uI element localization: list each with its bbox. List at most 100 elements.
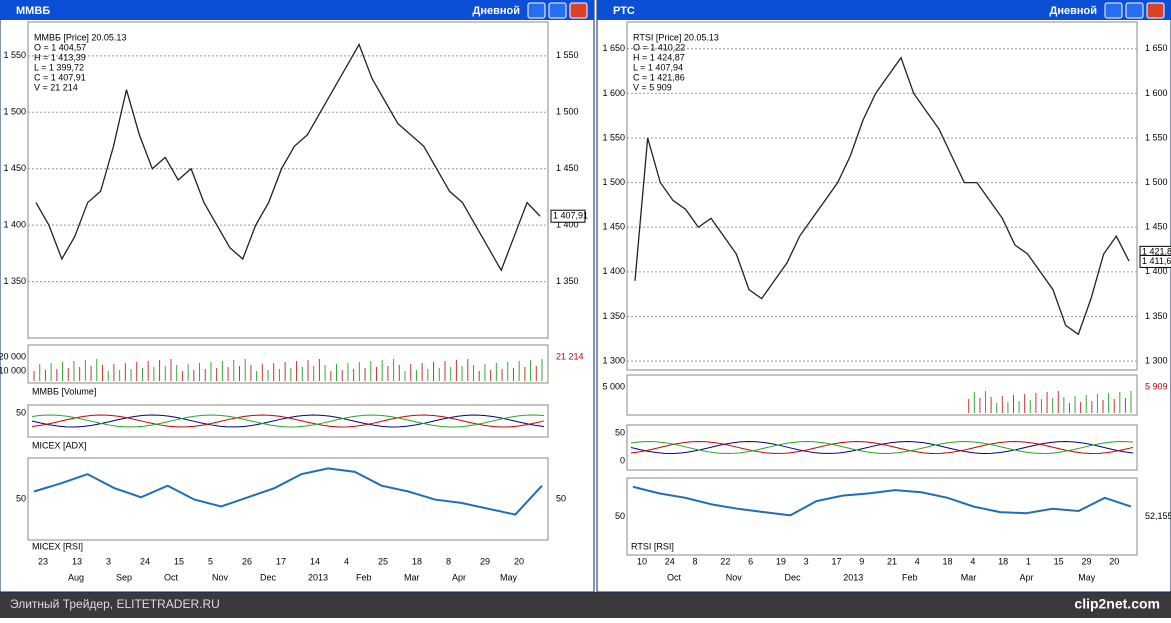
date-label: 17 <box>276 556 286 566</box>
last-price-label: 1 421,86 <box>1142 247 1171 257</box>
month-label: Sep <box>116 572 132 582</box>
y-tick-label: 1 350 <box>3 276 26 286</box>
footer-left: Элитный Трейдер, ELITETRADER.RU <box>10 597 220 611</box>
rsi-tick: 50 <box>615 511 625 521</box>
y-tick-label: 1 300 <box>602 355 625 365</box>
month-label: Nov <box>726 572 743 582</box>
ohlc-info: H = 1 413,39 <box>34 52 86 62</box>
last-price-label: 1 411,67 <box>1142 256 1171 266</box>
ohlc-info: O = 1 410,22 <box>633 42 685 52</box>
ohlc-info: RTSI [Price] 20.05.13 <box>633 32 719 42</box>
y-tick-label: 1 400 <box>602 266 625 276</box>
y-tick-label: 1 450 <box>602 222 625 232</box>
y-tick-label-right: 1 600 <box>1145 88 1168 98</box>
panel <box>626 374 1138 416</box>
volume-tick: 10 000 <box>0 365 26 375</box>
month-label: Mar <box>404 572 420 582</box>
y-tick-label-right: 1 550 <box>556 50 579 60</box>
y-tick-label: 1 650 <box>602 43 625 53</box>
month-label: Apr <box>1020 572 1034 582</box>
date-label: 20 <box>514 556 524 566</box>
y-tick-label-right: 1 400 <box>1145 266 1168 276</box>
date-label: 17 <box>831 556 841 566</box>
date-label: 23 <box>38 556 48 566</box>
adx-tick: 0 <box>620 455 625 465</box>
window-title: РТС <box>613 5 635 17</box>
rsi-tick: 50 <box>16 493 26 503</box>
panel <box>626 477 1138 556</box>
window-min-button[interactable] <box>527 2 546 19</box>
date-label: 21 <box>887 556 897 566</box>
ohlc-info: V = 21 214 <box>34 82 78 92</box>
adx-tick: 50 <box>16 407 26 417</box>
panel <box>27 21 549 339</box>
y-tick-label-right: 1 550 <box>1145 132 1168 142</box>
date-label: 18 <box>412 556 422 566</box>
window-mode: Дневной <box>473 5 521 17</box>
window-max-button[interactable] <box>1125 2 1144 19</box>
y-tick-label-right: 1 350 <box>556 276 579 286</box>
window-max-button[interactable] <box>548 2 567 19</box>
date-label: 29 <box>1081 556 1091 566</box>
volume-tick: 20 000 <box>0 351 26 361</box>
window-close-button[interactable] <box>569 2 588 19</box>
volume-tick: 5 000 <box>602 381 625 391</box>
adx-tick: 50 <box>615 427 625 437</box>
month-label: Oct <box>667 572 682 582</box>
y-tick-label-right: 1 350 <box>1145 311 1168 321</box>
ohlc-info: C = 1 407,91 <box>34 72 86 82</box>
date-label: 1 <box>1026 556 1031 566</box>
adx-line <box>630 440 1134 454</box>
ohlc-info: O = 1 404,57 <box>34 42 86 52</box>
date-label: 4 <box>970 556 975 566</box>
price-line <box>35 43 541 272</box>
date-label: 24 <box>665 556 675 566</box>
month-label: May <box>1078 572 1096 582</box>
last-price-box <box>550 209 586 223</box>
date-label: 8 <box>446 556 451 566</box>
ohlc-info: V = 5 909 <box>633 82 672 92</box>
adx-line <box>31 414 545 428</box>
date-label: 20 <box>1109 556 1119 566</box>
date-label: 18 <box>943 556 953 566</box>
y-tick-label: 1 500 <box>3 107 26 117</box>
rsi-legend: MICEX [RSI] <box>32 541 83 551</box>
date-label: 8 <box>693 556 698 566</box>
window-close-button[interactable] <box>1146 2 1165 19</box>
footer-right: clip2net.com <box>1074 596 1160 612</box>
ohlc-info: ММВБ [Price] 20.05.13 <box>34 32 126 42</box>
window-mode: Дневной <box>1050 5 1098 17</box>
month-label: May <box>500 572 518 582</box>
y-tick-label-right: 1 500 <box>556 107 579 117</box>
ohlc-info: H = 1 424,87 <box>633 52 685 62</box>
ohlc-info: L = 1 407,94 <box>633 62 683 72</box>
rsi-legend: RTSI [RSI] <box>631 541 674 551</box>
y-tick-label: 1 450 <box>3 163 26 173</box>
last-price-label: 1 407,91 <box>553 211 588 221</box>
y-tick-label-right: 1 450 <box>1145 222 1168 232</box>
title-bar <box>597 0 1171 20</box>
month-label: Aug <box>68 572 84 582</box>
y-tick-label: 1 600 <box>602 88 625 98</box>
adx-line <box>630 440 1134 454</box>
date-label: 15 <box>1054 556 1064 566</box>
y-tick-label-right: 1 300 <box>1145 355 1168 365</box>
ohlc-info: L = 1 399,72 <box>34 62 84 72</box>
last-price-box <box>1139 254 1171 268</box>
y-tick-label-right: 1 500 <box>1145 177 1168 187</box>
month-label: Feb <box>902 572 918 582</box>
month-label: Nov <box>212 572 229 582</box>
date-label: 15 <box>174 556 184 566</box>
date-label: 29 <box>480 556 490 566</box>
y-tick-label: 1 350 <box>602 311 625 321</box>
month-label: Dec <box>260 572 277 582</box>
window-min-button[interactable] <box>1104 2 1123 19</box>
date-label: 3 <box>106 556 111 566</box>
y-tick-label: 1 500 <box>602 177 625 187</box>
footer-bar <box>0 592 1171 618</box>
month-label: Feb <box>356 572 372 582</box>
panel <box>626 424 1138 471</box>
adx-line <box>31 414 545 428</box>
panel <box>27 344 549 384</box>
date-label: 4 <box>344 556 349 566</box>
